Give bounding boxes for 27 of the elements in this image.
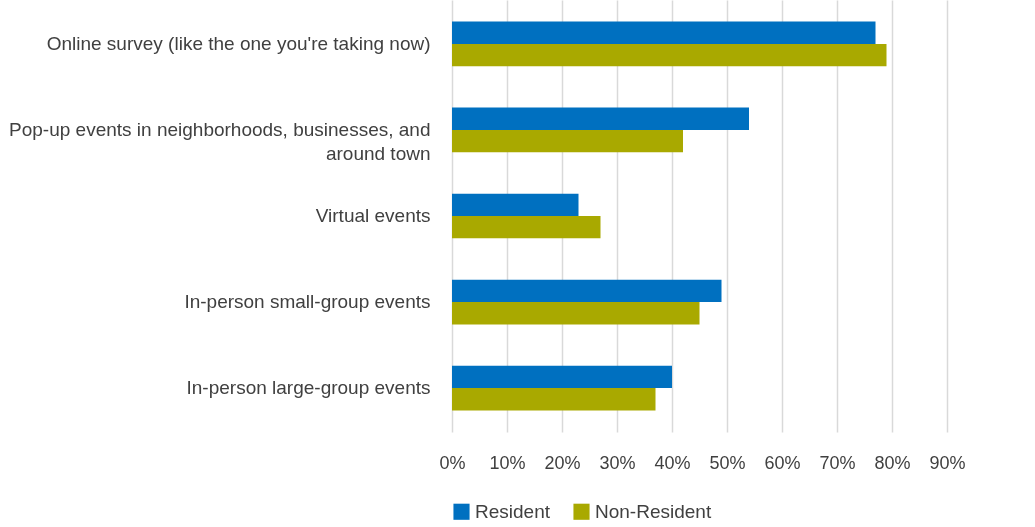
x-tick-label: 50% [709, 452, 746, 473]
x-tick-label: 30% [599, 452, 636, 473]
legend-label: Non-Resident [595, 500, 712, 522]
bar [452, 302, 700, 325]
x-tick-label: 60% [764, 452, 801, 473]
bar [452, 365, 672, 389]
x-tick-label: 40% [654, 452, 691, 473]
y-tick-label: In-person small-group events [184, 291, 431, 313]
bar [452, 43, 887, 67]
y-tick-label: Pop-up events in neighborhoods, businesses, and around town [9, 118, 431, 164]
x-tick-label: 90% [929, 452, 966, 473]
x-tick-label: 10% [489, 452, 526, 473]
bar [452, 129, 683, 153]
x-tick-label: 80% [874, 452, 911, 473]
y-tick-label: Online survey (like the one you're taking now) [46, 32, 431, 54]
y-tick-label: In-person large-group events [186, 377, 431, 399]
y-tick-label: Virtual events [315, 205, 431, 226]
bar [452, 21, 876, 44]
bar [452, 388, 656, 411]
bar [452, 216, 601, 239]
legend-label: Resident [475, 500, 551, 522]
bar [452, 193, 579, 216]
x-tick-label: 70% [819, 452, 856, 473]
bar [452, 107, 749, 130]
bar [452, 279, 722, 303]
x-tick-label: 20% [544, 452, 581, 473]
x-tick-label: 0% [439, 452, 466, 473]
